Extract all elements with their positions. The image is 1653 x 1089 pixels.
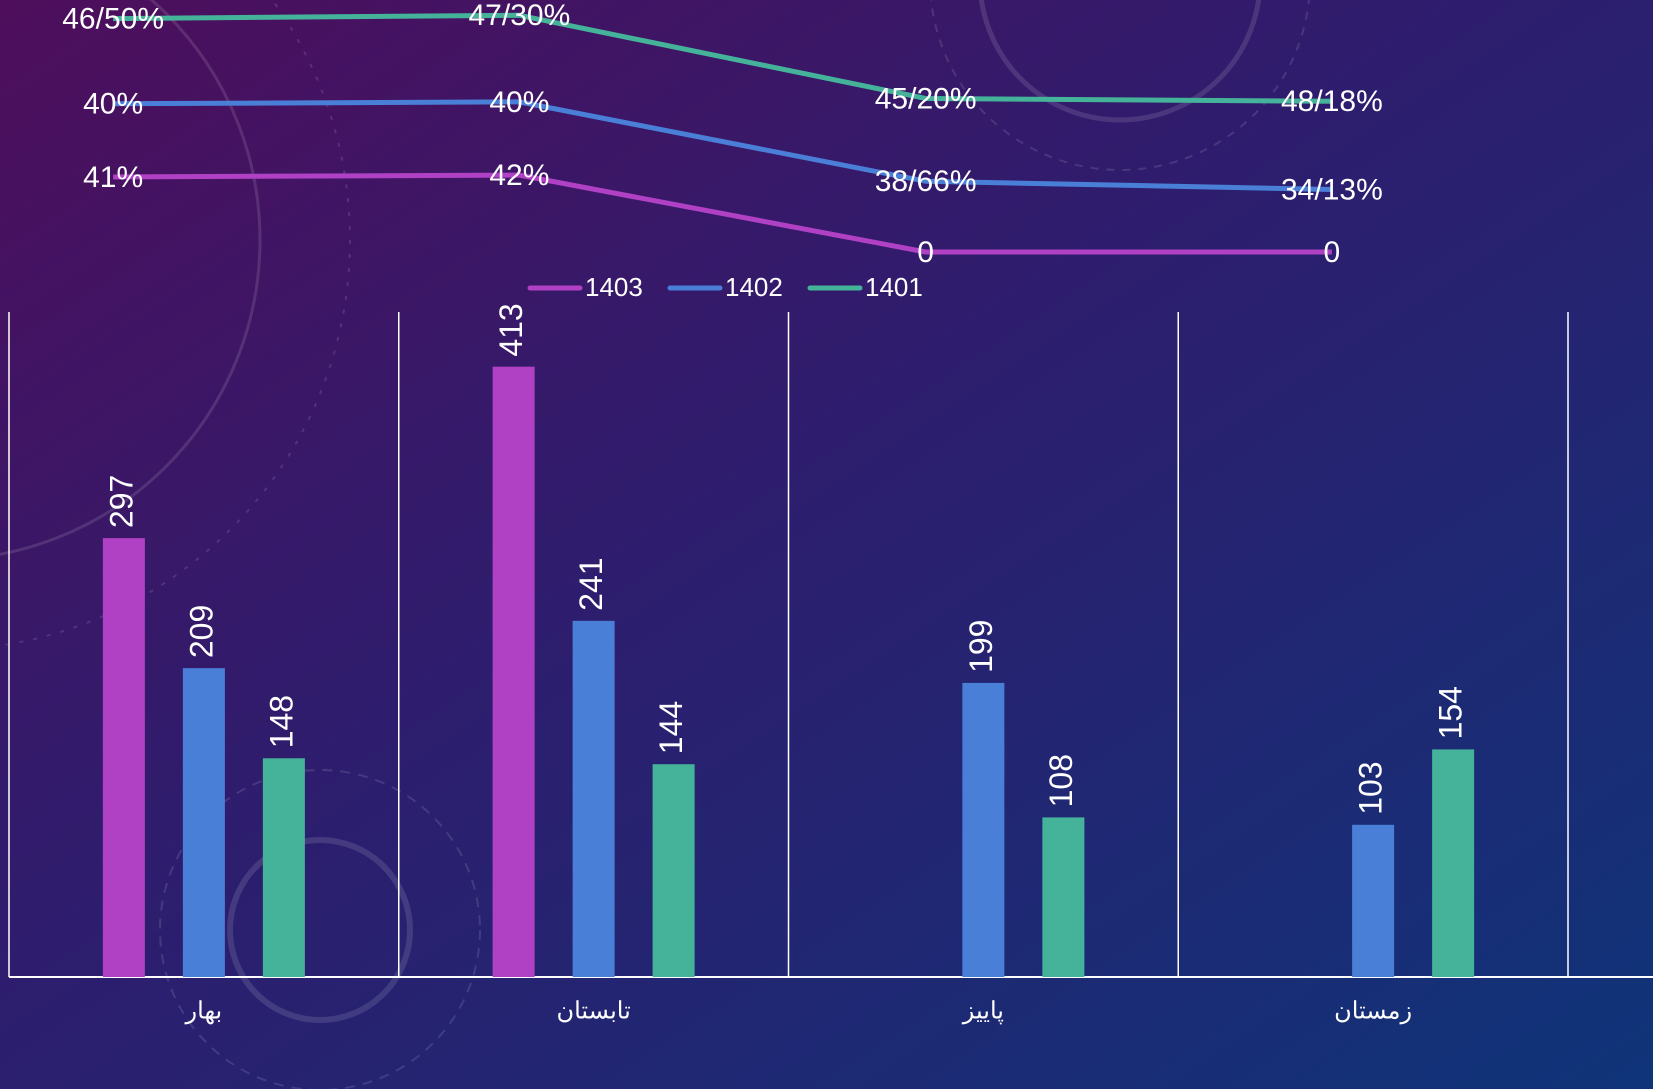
legend-label: 1402: [725, 272, 783, 302]
bar: [962, 682, 1005, 977]
bar: [652, 764, 695, 977]
data-label: 0: [1324, 236, 1341, 269]
data-label: 40%: [83, 88, 143, 121]
data-label: 0: [917, 236, 934, 269]
decoration: [0, 0, 1310, 1089]
x-tick-label: پاییز: [962, 997, 1004, 1024]
line: [113, 172, 1332, 255]
bar: [572, 620, 615, 977]
data-label: 48/18%: [1281, 85, 1383, 118]
data-label: 413: [493, 303, 529, 356]
data-label: 46/50%: [62, 2, 164, 35]
data-label: 148: [263, 695, 299, 748]
data-label: 199: [963, 620, 999, 673]
data-label: 34/13%: [1281, 173, 1383, 206]
data-label: 47/30%: [469, 0, 571, 32]
data-label: 144: [653, 701, 689, 754]
bar: [492, 366, 535, 978]
data-label: 38/66%: [875, 165, 977, 198]
data-label: 297: [103, 475, 139, 528]
x-tick-label: تابستان: [556, 997, 630, 1024]
bar: [182, 668, 225, 977]
data-label: 103: [1353, 761, 1389, 814]
legend-label: 1403: [585, 272, 643, 302]
data-label: 45/20%: [875, 82, 977, 115]
bar: [1432, 749, 1475, 977]
x-tick-label: زمستان: [1334, 997, 1412, 1024]
legend-label: 1401: [865, 272, 923, 302]
line: [113, 99, 1332, 193]
data-label: 41%: [83, 161, 143, 194]
bar: [262, 758, 305, 977]
data-label: 241: [573, 557, 609, 610]
bar: [1042, 817, 1085, 977]
data-label: 209: [183, 605, 219, 658]
line: [113, 12, 1332, 104]
data-label: 40%: [489, 86, 549, 119]
bar: [1352, 824, 1395, 977]
data-label: 108: [1043, 754, 1079, 807]
data-label: 154: [1433, 686, 1469, 739]
data-label: 42%: [489, 159, 549, 192]
x-tick-label: بهار: [185, 997, 223, 1024]
bar: [102, 538, 145, 977]
